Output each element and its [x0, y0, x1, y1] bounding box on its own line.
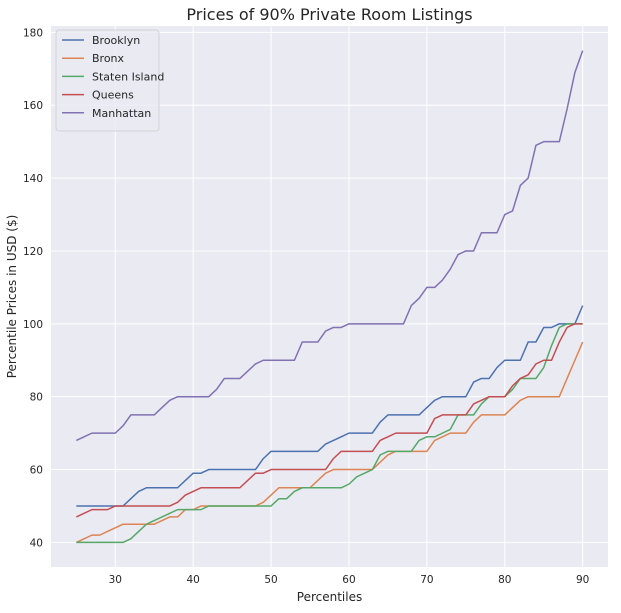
y-tick-label: 40	[30, 537, 43, 549]
series-line-queens	[76, 323, 583, 518]
y-tick-label: 180	[23, 27, 43, 39]
series-line-brooklyn	[76, 305, 584, 507]
tick-labels: 30 40 50 60 70 80 90 40 60 80 100 120 140 160 180	[23, 27, 589, 586]
y-axis-label: Percentile Prices in USD ($)	[5, 215, 19, 379]
grid	[51, 26, 608, 567]
x-tick-label: 70	[420, 574, 433, 586]
series-line-manhattan	[76, 50, 584, 442]
series-lines	[76, 50, 584, 544]
legend-box	[55, 29, 160, 132]
y-tick-label: 100	[23, 319, 43, 331]
legend: Brooklyn Bronx Staten Island Queens Manhatta…	[55, 29, 164, 132]
x-tick-label: 40	[186, 574, 199, 586]
x-tick-label: 50	[264, 574, 277, 586]
legend-label-staten-island: Staten Island	[92, 70, 164, 83]
legend-label-brooklyn: Brooklyn	[92, 34, 140, 47]
series-line-bronx	[76, 341, 584, 544]
x-tick-label: 30	[109, 574, 122, 586]
x-tick-label: 80	[498, 574, 511, 586]
y-tick-label: 80	[30, 392, 43, 404]
x-tick-label: 90	[576, 574, 589, 586]
chart-title: Prices of 90% Private Room Listings	[186, 5, 472, 24]
y-tick-label: 60	[30, 465, 43, 477]
y-tick-label: 160	[23, 100, 43, 112]
y-tick-label: 140	[23, 173, 43, 185]
legend-label-manhattan: Manhattan	[92, 107, 151, 120]
legend-label-bronx: Bronx	[92, 52, 125, 65]
legend-label-queens: Queens	[92, 89, 134, 102]
x-tick-label: 60	[342, 574, 355, 586]
y-tick-label: 120	[23, 246, 43, 258]
x-axis-label: Percentiles	[297, 590, 362, 604]
